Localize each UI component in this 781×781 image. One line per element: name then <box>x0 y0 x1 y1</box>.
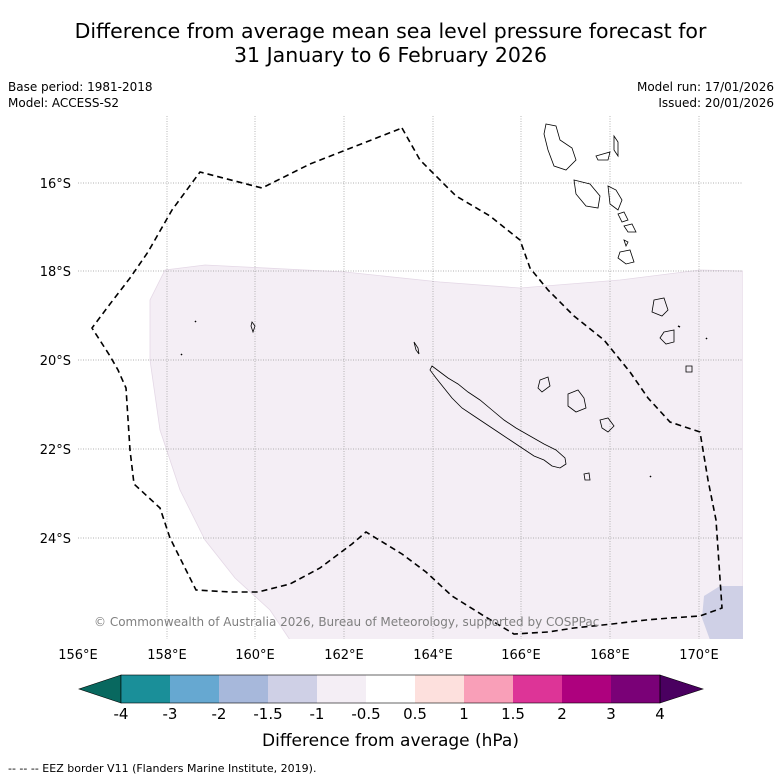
colorbar-label-7: 1 <box>459 705 469 723</box>
small-islet-b <box>180 353 183 356</box>
colorbar-label-4: -1 <box>309 705 325 723</box>
lat-labels: 16°S 18°S 20°S 22°S 24°S <box>40 177 71 547</box>
walpole-island <box>649 475 652 478</box>
eez-border <box>91 127 723 635</box>
colorbar-bin-0 <box>121 675 170 703</box>
colorbar-bin-3 <box>268 675 317 703</box>
lon-label-160e: 160°E <box>235 648 275 663</box>
lon-label-164e: 164°E <box>413 648 453 663</box>
vanuatu-erromango <box>617 249 635 265</box>
small-islet-c <box>705 337 708 340</box>
colorbar-under-arrow <box>78 674 122 704</box>
vanuatu-maewo <box>613 134 619 158</box>
loyalty-island-ouvea <box>537 376 551 393</box>
graticule <box>78 116 743 639</box>
lon-labels: 156°E 158°E 160°E 162°E 164°E 166°E 168°… <box>58 648 719 663</box>
colorbar <box>78 674 704 704</box>
coastlines <box>180 123 708 481</box>
vanuatu-espiritu-santo <box>543 123 577 171</box>
lat-label-24s: 24°S <box>40 532 71 547</box>
lat-label-20s: 20°S <box>40 354 71 369</box>
lon-label-168e: 168°E <box>590 648 630 663</box>
colorbar-label-2: -2 <box>211 705 227 723</box>
small-islet-a <box>194 320 197 323</box>
issued-date: Issued: 20/01/2026 <box>658 96 774 110</box>
loyalty-north-island <box>651 297 669 317</box>
colorbar-bin-7 <box>464 675 513 703</box>
colorbar-label-3: -1.5 <box>253 705 283 723</box>
lat-label-16s: 16°S <box>40 177 71 192</box>
model-run: Model run: 17/01/2026 <box>636 80 774 94</box>
belep-islands <box>413 341 420 355</box>
colorbar-label-8: 1.5 <box>501 705 525 723</box>
colorbar-outline <box>120 674 661 704</box>
anomaly-region-light <box>149 264 743 639</box>
colorbar-bin-4 <box>317 675 366 703</box>
matthew-island <box>659 329 675 345</box>
vanuatu-pentecost <box>607 185 623 211</box>
loyalty-island-lifou <box>567 389 587 413</box>
colorbar-label-6: 0.5 <box>403 705 427 723</box>
lat-label-22s: 22°S <box>40 443 71 458</box>
colorbar-label-1: -3 <box>162 705 178 723</box>
lon-label-158e: 158°E <box>147 648 187 663</box>
vanuatu-tanna <box>623 239 629 248</box>
vanuatu-efate <box>623 223 637 233</box>
lon-label-162e: 162°E <box>324 648 364 663</box>
meta-right: Model run: 17/01/2026 Issued: 20/01/2026 <box>637 79 774 111</box>
colorbar-label-10: 3 <box>606 705 616 723</box>
colorbar-label-9: 2 <box>557 705 567 723</box>
lon-label-156e: 156°E <box>58 648 98 663</box>
isle-of-pines <box>583 472 591 481</box>
anomaly-region-lavender <box>702 586 743 639</box>
lon-label-166e: 166°E <box>501 648 541 663</box>
lat-label-18s: 18°S <box>40 265 71 280</box>
vanuatu-malekula <box>573 179 601 209</box>
meta-left: Base period: 1981-2018 Model: ACCESS-S2 <box>8 79 153 111</box>
hunter-islet <box>677 325 681 328</box>
model-name: Model: ACCESS-S2 <box>8 96 120 110</box>
colorbar-label-5: -0.5 <box>351 705 381 723</box>
colorbar-bin-10 <box>611 675 660 703</box>
colorbar-bin-2 <box>219 675 268 703</box>
colorbar-bin-5 <box>366 675 415 703</box>
chesterfield-islet <box>250 321 256 334</box>
small-islet-d <box>685 365 693 373</box>
chart-title: Difference from average mean sea level p… <box>0 19 781 67</box>
eez-footnote: -- -- -- EEZ border V11 (Flanders Marine… <box>8 762 317 775</box>
colorbar-title: Difference from average (hPa) <box>262 731 519 751</box>
colorbar-bin-9 <box>562 675 611 703</box>
lon-label-170e: 170°E <box>679 648 719 663</box>
colorbar-label-0: -4 <box>113 705 129 723</box>
new-caledonia-mainland <box>429 365 567 469</box>
colorbar-bin-1 <box>170 675 219 703</box>
copyright-text: © Commonwealth of Australia 2026, Bureau… <box>94 615 599 629</box>
title-line-1: Difference from average mean sea level p… <box>74 19 707 43</box>
loyalty-island-mare <box>599 417 615 433</box>
colorbar-over-arrow <box>659 674 704 704</box>
vanuatu-ambae <box>595 151 611 161</box>
colorbar-bin-6 <box>415 675 464 703</box>
base-period: Base period: 1981-2018 <box>8 80 153 94</box>
colorbar-bin-8 <box>513 675 562 703</box>
vanuatu-epi <box>617 211 629 223</box>
title-line-2: 31 January to 6 February 2026 <box>233 43 547 67</box>
colorbar-label-11: 4 <box>655 705 665 723</box>
